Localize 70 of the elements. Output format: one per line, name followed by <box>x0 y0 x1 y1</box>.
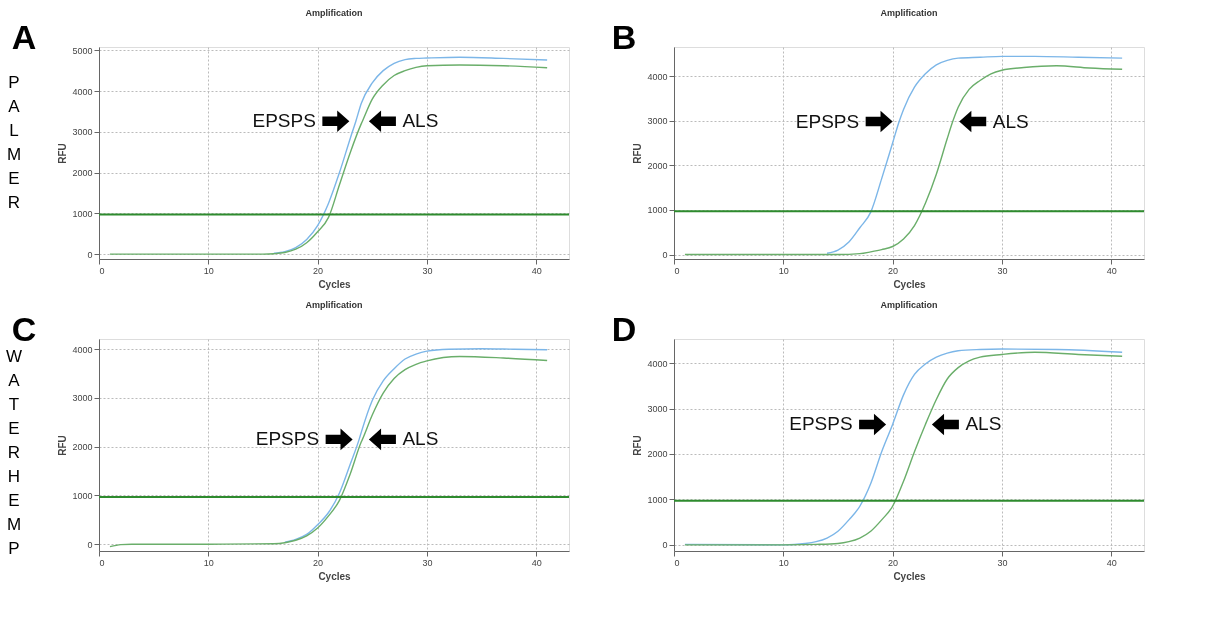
line-series <box>109 64 548 255</box>
x-tick-label: 40 <box>1106 557 1117 568</box>
y-tick-label: 4000 <box>72 86 93 97</box>
y-tick-label: 5000 <box>72 45 93 56</box>
y-axis-title: RFU <box>57 143 69 164</box>
y-tick-label: 4000 <box>647 358 668 369</box>
y-tick-label: 3000 <box>72 127 93 138</box>
x-tick-label: 40 <box>531 557 542 568</box>
line-series <box>109 355 548 548</box>
x-tick-label: 30 <box>997 265 1008 276</box>
annotation: EPSPS <box>252 110 316 132</box>
y-tick-label: 2000 <box>647 449 668 460</box>
annotation: ALS <box>965 413 1002 435</box>
x-axis-title: Cycles <box>318 278 352 290</box>
text: C <box>11 310 37 348</box>
y-axis-title: RFU <box>632 143 644 164</box>
annotation: EPSPS <box>795 110 860 132</box>
annotation: EPSPS <box>789 413 853 435</box>
y-tick-label: 0 <box>87 249 93 260</box>
y-tick-label: 2000 <box>72 168 93 179</box>
text: A <box>11 18 37 56</box>
y-tick-label: 0 <box>87 539 93 550</box>
x-axis-title: Cycles <box>893 570 927 582</box>
y-tick-label: 4000 <box>647 71 668 82</box>
line-series <box>684 65 1123 256</box>
x-tick-label: 20 <box>888 557 899 568</box>
x-axis-title: Cycles <box>318 570 352 582</box>
x-tick-label: 40 <box>1106 265 1117 276</box>
x-tick-label: 10 <box>778 557 789 568</box>
text: PALMER <box>6 73 22 212</box>
y-tick-label: 3000 <box>647 116 668 127</box>
chart-title: Amplification <box>305 8 363 18</box>
chart-title: Amplification <box>305 300 363 310</box>
y-tick-label: 1000 <box>647 494 668 505</box>
text: D <box>611 310 637 348</box>
x-axis-title: Cycles <box>893 278 927 290</box>
y-tick-label: 1000 <box>72 208 93 219</box>
chart-title: Amplification <box>880 8 938 18</box>
y-tick-label: 1000 <box>72 490 93 501</box>
y-tick-label: 2000 <box>647 160 668 171</box>
x-tick-label: 0 <box>674 265 680 276</box>
y-axis-title: RFU <box>57 435 69 456</box>
x-tick-label: 0 <box>674 557 680 568</box>
y-tick-label: 4000 <box>72 344 93 355</box>
y-tick-label: 0 <box>662 540 668 551</box>
annotation: EPSPS <box>255 428 320 450</box>
y-axis-title: RFU <box>632 435 644 456</box>
x-tick-label: 20 <box>313 265 324 276</box>
x-tick-label: 10 <box>203 557 214 568</box>
x-tick-label: 30 <box>422 557 433 568</box>
x-tick-label: 20 <box>313 557 324 568</box>
x-tick-label: 0 <box>99 557 105 568</box>
x-tick-label: 10 <box>778 265 789 276</box>
y-tick-label: 3000 <box>647 404 668 415</box>
x-tick-label: 0 <box>99 265 105 276</box>
annotation: ALS <box>402 428 439 450</box>
y-tick-label: 2000 <box>72 442 93 453</box>
x-tick-label: 10 <box>203 265 214 276</box>
y-tick-label: 1000 <box>647 205 668 216</box>
x-tick-label: 30 <box>997 557 1008 568</box>
x-tick-label: 40 <box>531 265 542 276</box>
y-tick-label: 0 <box>662 250 668 261</box>
annotation: ALS <box>992 110 1029 132</box>
chart-title: Amplification <box>880 300 938 310</box>
text: B <box>611 18 637 56</box>
annotation: ALS <box>402 110 439 132</box>
x-tick-label: 20 <box>888 265 899 276</box>
text: WATERHEMP <box>5 347 23 558</box>
y-tick-label: 3000 <box>72 393 93 404</box>
x-tick-label: 30 <box>422 265 433 276</box>
